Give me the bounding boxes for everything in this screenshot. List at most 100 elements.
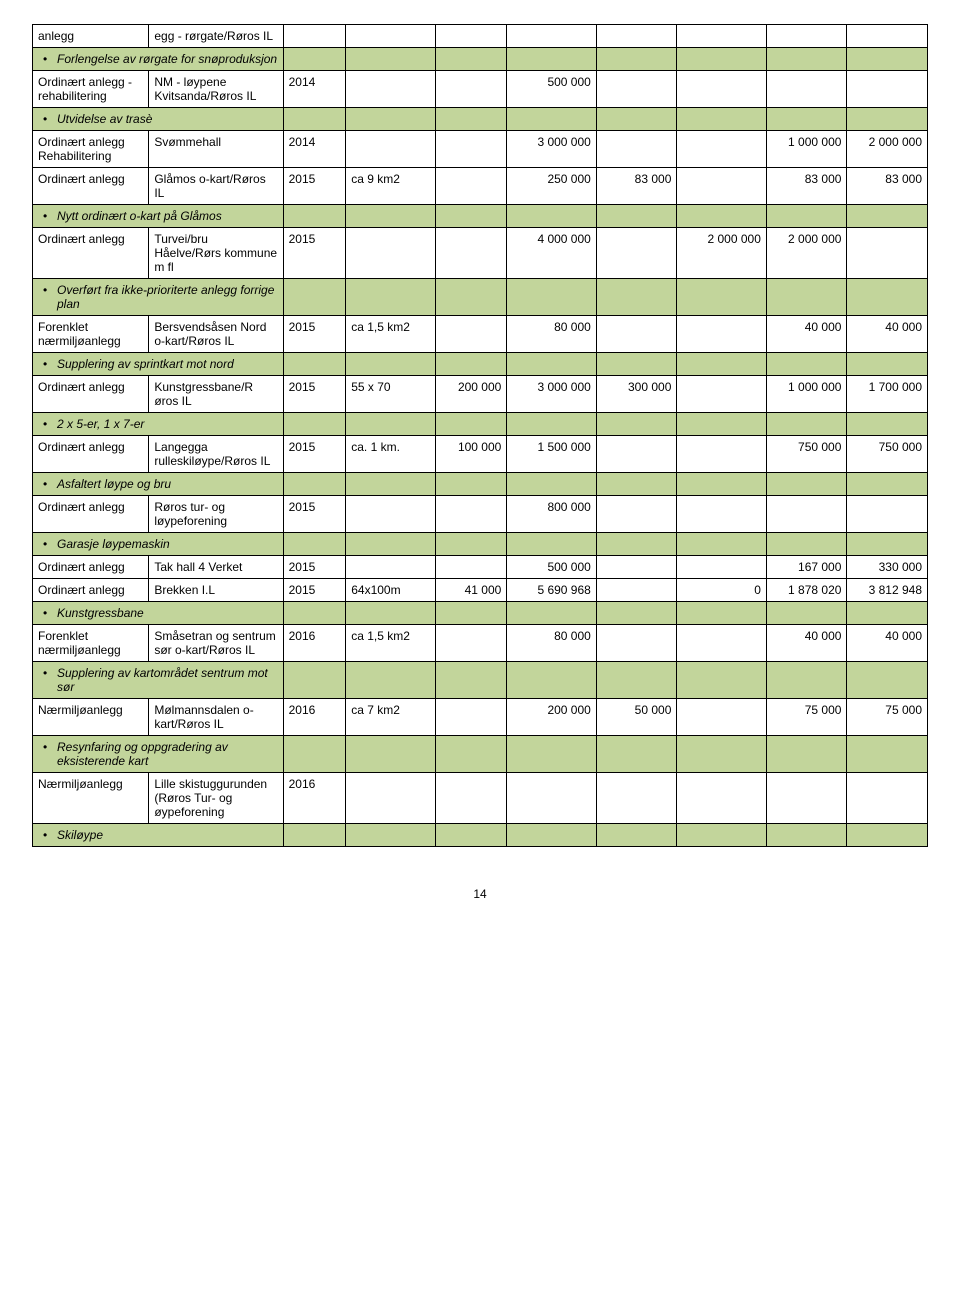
table-cell [596, 131, 677, 168]
table-cell: Tak hall 4 Verket [149, 556, 283, 579]
table-cell [346, 25, 436, 48]
table-row: Ordinært anleggTurvei/bru Håelve/Rørs ko… [33, 228, 928, 279]
table-row-bullet: Overført fra ikke-prioriterte anlegg for… [33, 279, 928, 316]
cell-empty [596, 473, 677, 496]
table-cell: 55 x 70 [346, 376, 436, 413]
table-cell: ca 7 km2 [346, 699, 436, 736]
table-cell [435, 316, 507, 353]
cell-empty [677, 205, 767, 228]
cell-empty [596, 824, 677, 847]
cell-empty [435, 353, 507, 376]
table-cell: Røros tur- og løypeforening [149, 496, 283, 533]
bullet-label: 2 x 5-er, 1 x 7-er [33, 413, 284, 436]
table-cell [677, 699, 767, 736]
cell-empty [766, 279, 847, 316]
table-cell: 2015 [283, 556, 346, 579]
table-row-bullet: Forlengelse av rørgate for snøproduksjon [33, 48, 928, 71]
table-cell: 2014 [283, 71, 346, 108]
cell-empty [507, 108, 597, 131]
table-cell [847, 773, 928, 824]
cell-empty [847, 353, 928, 376]
table-cell [677, 496, 767, 533]
cell-empty [507, 736, 597, 773]
table-cell [435, 71, 507, 108]
cell-empty [766, 205, 847, 228]
table-cell: 40 000 [766, 316, 847, 353]
table-cell: Ordinært anlegg [33, 496, 149, 533]
table-cell: 2015 [283, 376, 346, 413]
table-cell: 40 000 [766, 625, 847, 662]
table-row-bullet: Nytt ordinært o-kart på Glåmos [33, 205, 928, 228]
bullet-label: Resynfaring og oppgradering av eksistere… [33, 736, 284, 773]
cell-empty [435, 602, 507, 625]
table-cell [596, 625, 677, 662]
table-cell: 83 000 [766, 168, 847, 205]
bullet-label: Kunstgressbane [33, 602, 284, 625]
cell-empty [766, 353, 847, 376]
table-cell [847, 71, 928, 108]
cell-empty [435, 662, 507, 699]
table-cell: 83 000 [847, 168, 928, 205]
table-cell: 300 000 [596, 376, 677, 413]
table-cell: NM - løypene Kvitsanda/Røros IL [149, 71, 283, 108]
table-cell [847, 496, 928, 533]
cell-empty [283, 353, 346, 376]
cell-empty [283, 48, 346, 71]
table-cell: 0 [677, 579, 767, 602]
table-cell: 200 000 [507, 699, 597, 736]
table-row: NærmiljøanleggLille skistuggurunden (Rør… [33, 773, 928, 824]
table-cell: Nærmiljøanlegg [33, 699, 149, 736]
table-cell: 750 000 [766, 436, 847, 473]
cell-empty [847, 108, 928, 131]
table-row-bullet: 2 x 5-er, 1 x 7-er [33, 413, 928, 436]
table-cell: 75 000 [766, 699, 847, 736]
table-row: anleggegg - rørgate/Røros IL [33, 25, 928, 48]
cell-empty [507, 533, 597, 556]
table-cell: 2015 [283, 316, 346, 353]
table-cell: anlegg [33, 25, 149, 48]
cell-empty [507, 48, 597, 71]
table-cell [596, 556, 677, 579]
cell-empty [847, 279, 928, 316]
table-cell: 250 000 [507, 168, 597, 205]
cell-empty [283, 662, 346, 699]
table-row: Ordinært anlegg - rehabiliteringNM - løy… [33, 71, 928, 108]
table-cell: Ordinært anlegg - rehabilitering [33, 71, 149, 108]
table-row-bullet: Skiløype [33, 824, 928, 847]
table-cell: 80 000 [507, 625, 597, 662]
table-cell: 4 000 000 [507, 228, 597, 279]
table-cell [346, 496, 436, 533]
table-cell [596, 25, 677, 48]
cell-empty [346, 533, 436, 556]
table-cell: Ordinært anlegg [33, 579, 149, 602]
bullet-label: Supplering av sprintkart mot nord [33, 353, 284, 376]
table-row: Ordinært anleggGlåmos o-kart/Røros IL201… [33, 168, 928, 205]
table-cell: Lille skistuggurunden (Røros Tur- og øyp… [149, 773, 283, 824]
table-cell [435, 496, 507, 533]
cell-empty [283, 108, 346, 131]
cell-empty [435, 413, 507, 436]
table-row-bullet: Garasje løypemaskin [33, 533, 928, 556]
cell-empty [847, 662, 928, 699]
cell-empty [435, 108, 507, 131]
table-cell [435, 25, 507, 48]
cell-empty [507, 662, 597, 699]
table-row-bullet: Supplering av kartområdet sentrum mot sø… [33, 662, 928, 699]
cell-empty [346, 662, 436, 699]
cell-empty [507, 824, 597, 847]
cell-empty [847, 533, 928, 556]
cell-empty [346, 824, 436, 847]
table-row: Ordinært anleggTak hall 4 Verket2015500 … [33, 556, 928, 579]
bullet-label: Supplering av kartområdet sentrum mot sø… [33, 662, 284, 699]
cell-empty [346, 413, 436, 436]
cell-empty [283, 473, 346, 496]
cell-empty [435, 533, 507, 556]
table-row: Ordinært anleggBrekken I.L201564x100m41 … [33, 579, 928, 602]
cell-empty [596, 279, 677, 316]
table-cell: Småsetran og sentrum sør o-kart/Røros IL [149, 625, 283, 662]
table-cell [677, 71, 767, 108]
cell-empty [766, 824, 847, 847]
table-cell: Ordinært anlegg Rehabilitering [33, 131, 149, 168]
cell-empty [596, 353, 677, 376]
table-cell [283, 25, 346, 48]
